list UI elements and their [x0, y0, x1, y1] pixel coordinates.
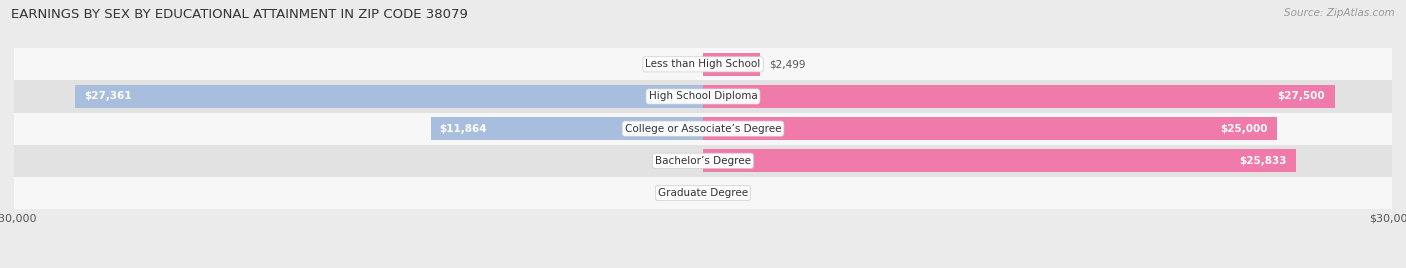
Text: $0: $0 [681, 156, 693, 166]
Text: EARNINGS BY SEX BY EDUCATIONAL ATTAINMENT IN ZIP CODE 38079: EARNINGS BY SEX BY EDUCATIONAL ATTAINMEN… [11, 8, 468, 21]
Text: $2,499: $2,499 [769, 59, 806, 69]
Text: Graduate Degree: Graduate Degree [658, 188, 748, 198]
Text: Source: ZipAtlas.com: Source: ZipAtlas.com [1284, 8, 1395, 18]
Bar [14, 177, 1392, 209]
Bar [14, 113, 1392, 145]
Text: $27,361: $27,361 [84, 91, 132, 102]
Bar [703, 85, 1334, 108]
Bar [703, 117, 1277, 140]
Text: $11,864: $11,864 [440, 124, 488, 134]
Bar [14, 48, 1392, 80]
Text: $0: $0 [681, 188, 693, 198]
Text: $25,000: $25,000 [1220, 124, 1268, 134]
Text: College or Associate’s Degree: College or Associate’s Degree [624, 124, 782, 134]
Bar [14, 145, 1392, 177]
Bar [75, 85, 703, 108]
Text: Bachelor’s Degree: Bachelor’s Degree [655, 156, 751, 166]
Text: Less than High School: Less than High School [645, 59, 761, 69]
Text: $0: $0 [713, 188, 725, 198]
Bar [703, 149, 1296, 172]
Bar [430, 117, 703, 140]
Text: $25,833: $25,833 [1240, 156, 1286, 166]
Text: High School Diploma: High School Diploma [648, 91, 758, 102]
Bar [703, 53, 761, 76]
Text: $27,500: $27,500 [1278, 91, 1326, 102]
Bar [14, 80, 1392, 113]
Text: $0: $0 [681, 59, 693, 69]
